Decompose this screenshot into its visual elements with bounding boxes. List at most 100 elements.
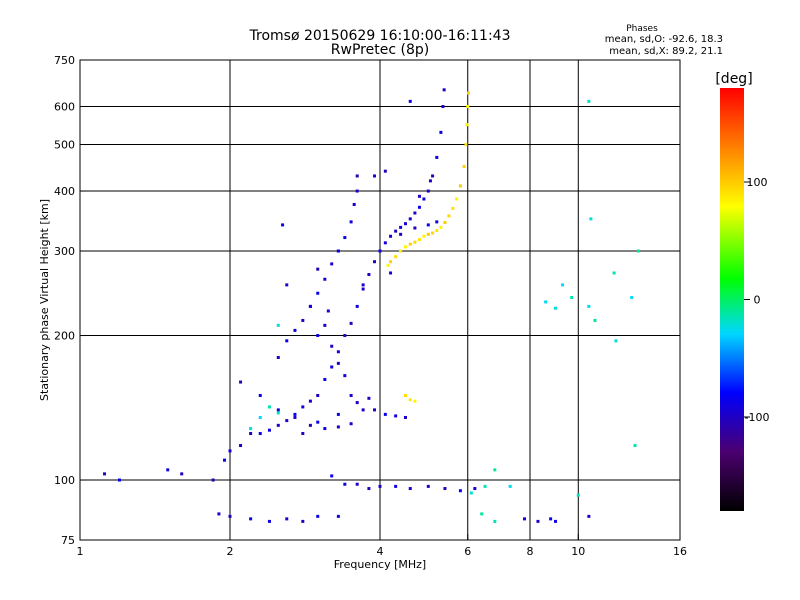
data-point-o-mode-trace bbox=[180, 472, 184, 476]
data-point-o-mode-trace bbox=[355, 304, 359, 308]
y-tick-label: 75 bbox=[61, 534, 75, 547]
data-point-o-mode-trace bbox=[378, 249, 382, 253]
data-point-scattered bbox=[570, 296, 574, 300]
data-point-o-mode-trace bbox=[439, 130, 443, 134]
data-point-x-mode-trace bbox=[413, 399, 417, 403]
y-tick-label: 100 bbox=[54, 474, 75, 487]
data-point-o-mode-trace bbox=[549, 517, 553, 521]
data-point-scattered bbox=[561, 283, 565, 287]
data-point-o-mode-trace bbox=[336, 514, 340, 518]
data-point-o-mode-trace bbox=[323, 323, 327, 327]
data-point-o-mode-trace bbox=[523, 517, 527, 521]
data-point-o-mode-trace bbox=[361, 408, 365, 412]
data-point-o-mode-trace bbox=[249, 432, 253, 436]
data-point-o-mode-trace bbox=[336, 425, 340, 429]
y-tick-label: 750 bbox=[54, 54, 75, 67]
data-point-o-mode-trace bbox=[431, 174, 435, 178]
data-point-o-mode-trace bbox=[285, 339, 289, 343]
data-point-o-mode-trace bbox=[239, 380, 243, 384]
x-tick-label: 10 bbox=[571, 545, 585, 558]
data-point-o-mode-trace bbox=[403, 415, 407, 419]
data-point-x-mode-trace bbox=[403, 245, 407, 249]
data-point-o-mode-trace bbox=[285, 419, 289, 423]
data-point-o-mode-trace bbox=[426, 484, 430, 488]
data-point-o-mode-trace bbox=[117, 478, 121, 482]
colorbar-label: [deg] bbox=[715, 71, 752, 87]
data-point-o-mode-trace bbox=[443, 487, 447, 491]
data-point-o-mode-trace bbox=[349, 220, 353, 224]
data-point-o-mode-trace bbox=[301, 405, 305, 409]
data-point-o-mode-trace bbox=[293, 328, 297, 332]
data-point-scattered bbox=[469, 491, 473, 495]
data-point-o-mode-trace bbox=[367, 273, 371, 277]
data-point-scattered bbox=[493, 468, 497, 472]
data-point-o-mode-trace bbox=[228, 514, 232, 518]
data-point-o-mode-trace bbox=[316, 420, 320, 424]
x-tick-label: 16 bbox=[673, 545, 687, 558]
data-point-o-mode-trace bbox=[394, 484, 398, 488]
data-point-o-mode-trace bbox=[435, 155, 439, 159]
colorbar-tick-label: 100 bbox=[747, 176, 768, 189]
data-point-o-mode-trace bbox=[403, 222, 407, 226]
colorbar-tick-label: -100 bbox=[745, 411, 770, 424]
data-point-o-mode-trace bbox=[336, 361, 340, 365]
y-tick-label: 300 bbox=[54, 245, 75, 258]
data-point-o-mode-trace bbox=[426, 223, 430, 227]
data-point-o-mode-trace bbox=[383, 412, 387, 416]
data-point-o-mode-trace bbox=[323, 427, 327, 431]
data-point-scattered bbox=[276, 411, 280, 415]
data-point-o-mode-trace bbox=[293, 415, 297, 419]
data-point-o-mode-trace bbox=[389, 234, 393, 238]
data-point-o-mode-trace bbox=[394, 414, 398, 418]
data-point-x-mode-trace bbox=[443, 220, 447, 224]
data-point-o-mode-trace bbox=[428, 179, 432, 183]
data-point-o-mode-trace bbox=[587, 514, 591, 518]
data-point-o-mode-trace bbox=[316, 291, 320, 295]
data-point-o-mode-trace bbox=[301, 519, 305, 523]
colorbar-tick-label: 0 bbox=[754, 294, 761, 307]
data-point-o-mode-trace bbox=[308, 304, 312, 308]
data-point-scattered bbox=[480, 512, 484, 516]
data-point-x-mode-trace bbox=[447, 214, 451, 218]
data-point-x-mode-trace bbox=[408, 398, 412, 402]
data-point-x-mode-trace bbox=[426, 232, 430, 236]
data-point-o-mode-trace bbox=[223, 458, 227, 462]
data-point-o-mode-trace bbox=[373, 408, 377, 412]
data-point-o-mode-trace bbox=[352, 202, 356, 206]
data-point-o-mode-trace bbox=[276, 355, 280, 359]
data-point-o-mode-trace bbox=[326, 309, 330, 313]
chart-title: Tromsø 20150629 16:10:00-16:11:43 bbox=[249, 28, 511, 44]
y-axis-label: Stationary phase Virtual Height [km] bbox=[38, 199, 51, 401]
data-point-o-mode-trace bbox=[276, 408, 280, 412]
data-point-o-mode-trace bbox=[413, 211, 417, 215]
data-point-o-mode-trace bbox=[343, 482, 347, 486]
data-point-o-mode-trace bbox=[441, 105, 445, 109]
data-point-o-mode-trace bbox=[249, 517, 253, 521]
axis-ticks-layer: 1 2 4 6 8 10 16 75 100 200 300 400 500 600 750 bbox=[54, 54, 687, 558]
stats-header: Phases bbox=[626, 24, 658, 34]
data-point-o-mode-trace bbox=[330, 344, 334, 348]
data-point-o-mode-trace bbox=[343, 236, 347, 240]
data-point-scattered bbox=[633, 444, 637, 448]
data-point-o-mode-trace bbox=[267, 428, 271, 432]
stats-o-line: mean, sd,O: -92.6, 18.3 bbox=[605, 34, 723, 45]
data-point-scattered bbox=[258, 415, 262, 419]
data-point-o-mode-trace bbox=[355, 401, 359, 405]
data-point-o-mode-trace bbox=[301, 318, 305, 322]
x-tick-label: 6 bbox=[464, 545, 471, 558]
data-point-x-mode-trace bbox=[431, 231, 435, 235]
data-point-x-mode-trace bbox=[462, 164, 466, 168]
data-point-o-mode-trace bbox=[426, 189, 430, 193]
data-point-o-mode-trace bbox=[323, 277, 327, 281]
data-point-scattered bbox=[276, 323, 280, 327]
data-point-x-mode-trace bbox=[422, 234, 426, 238]
x-axis-label: Frequency [MHz] bbox=[334, 558, 426, 571]
data-point-o-mode-trace bbox=[330, 365, 334, 369]
y-tick-label: 500 bbox=[54, 139, 75, 152]
data-point-o-mode-trace bbox=[458, 489, 462, 493]
data-point-o-mode-trace bbox=[435, 220, 439, 224]
data-point-x-mode-trace bbox=[435, 229, 439, 233]
data-point-o-mode-trace bbox=[228, 449, 232, 453]
data-point-o-mode-trace bbox=[553, 519, 557, 523]
data-point-o-mode-trace bbox=[166, 468, 170, 472]
